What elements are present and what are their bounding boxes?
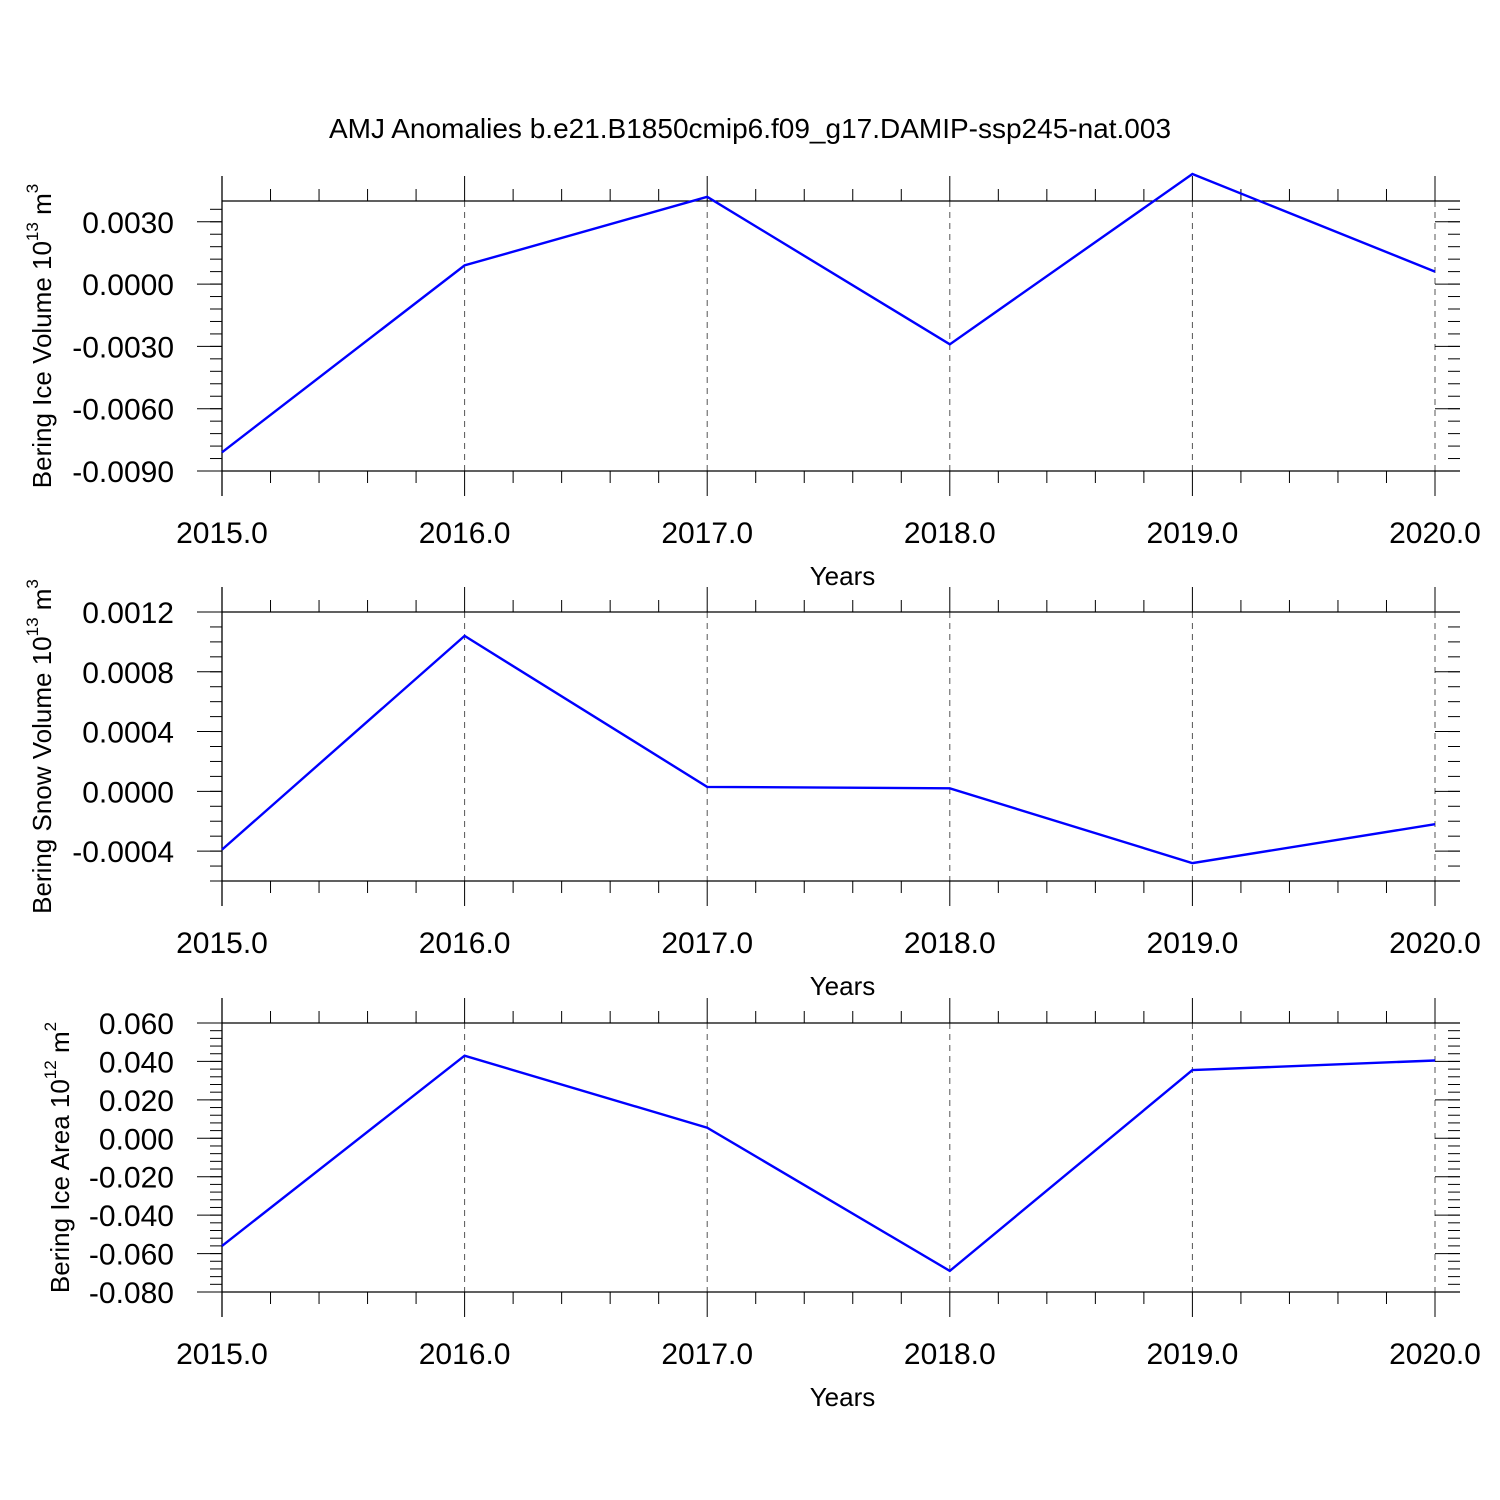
x-axis-title: Years [810, 971, 876, 1001]
series-line-2 [221, 634, 1436, 865]
y-axis-title: Bering Ice Area 1012 m2 [41, 1022, 76, 1293]
x-tick-label: 2019.0 [1147, 517, 1239, 550]
y-tick-label: -0.0090 [72, 456, 174, 489]
x-tick-label: 2016.0 [419, 927, 511, 960]
x-tick-label: 2020.0 [1389, 927, 1481, 960]
y-tick-label: -0.040 [89, 1200, 174, 1233]
x-tick-label: 2016.0 [419, 1338, 511, 1371]
x-axis-title: Years [810, 561, 876, 591]
chart-panel-1: 2015.0 2016.0 2017.0 2018.0 2019.0 2020.0 -0.0… [23, 172, 1481, 591]
y-axis-title: Bering Ice Volume 1013 m3 [23, 184, 58, 488]
x-tick-label: 2017.0 [661, 517, 753, 550]
x-tick-label: 2017.0 [661, 927, 753, 960]
y-tick-label: 0.040 [99, 1046, 174, 1079]
y-tick-label: -0.080 [89, 1277, 174, 1310]
y-tick-label: 0.0012 [82, 597, 174, 630]
y-tick-label: 0.0030 [82, 207, 174, 240]
x-tick-label: 2017.0 [661, 1338, 753, 1371]
series-line-3 [221, 1054, 1436, 1273]
x-tick-label: 2019.0 [1147, 1338, 1239, 1371]
y-tick-label: 0.060 [99, 1008, 174, 1041]
x-tick-label: 2018.0 [904, 927, 996, 960]
x-tick-label: 2020.0 [1389, 1338, 1481, 1371]
y-axis-title: Bering Snow Volume 1013 m3 [23, 579, 58, 914]
x-tick-label: 2020.0 [1389, 517, 1481, 550]
x-tick-label: 2015.0 [176, 517, 268, 550]
y-tick-label: -0.060 [89, 1239, 174, 1272]
x-axis-title: Years [810, 1382, 876, 1412]
chart-panel-2: 2015.0 2016.0 2017.0 2018.0 2019.0 2020.0 -0.0… [23, 579, 1481, 1001]
y-tick-label: 0.0000 [82, 776, 174, 809]
x-tick-label: 2015.0 [176, 927, 268, 960]
y-tick-label: 0.000 [99, 1123, 174, 1156]
chart-panel-3: 2015.0 2016.0 2017.0 2018.0 2019.0 2020.0 -0.0… [41, 998, 1481, 1412]
x-tick-label: 2015.0 [176, 1338, 268, 1371]
x-tick-label: 2016.0 [419, 517, 511, 550]
y-tick-label: -0.0030 [72, 331, 174, 364]
chart-title: AMJ Anomalies b.e21.B1850cmip6.f09_g17.D… [329, 113, 1171, 144]
y-tick-label: 0.020 [99, 1085, 174, 1118]
series-line-1 [221, 172, 1436, 454]
y-tick-label: -0.0060 [72, 394, 174, 427]
y-tick-label: 0.0000 [82, 269, 174, 302]
y-tick-label: -0.020 [89, 1162, 174, 1195]
x-tick-label: 2018.0 [904, 1338, 996, 1371]
y-tick-label: 0.0008 [82, 657, 174, 690]
y-tick-label: -0.0004 [72, 836, 174, 869]
x-tick-label: 2018.0 [904, 517, 996, 550]
x-tick-label: 2019.0 [1147, 927, 1239, 960]
y-tick-label: 0.0004 [82, 717, 174, 750]
